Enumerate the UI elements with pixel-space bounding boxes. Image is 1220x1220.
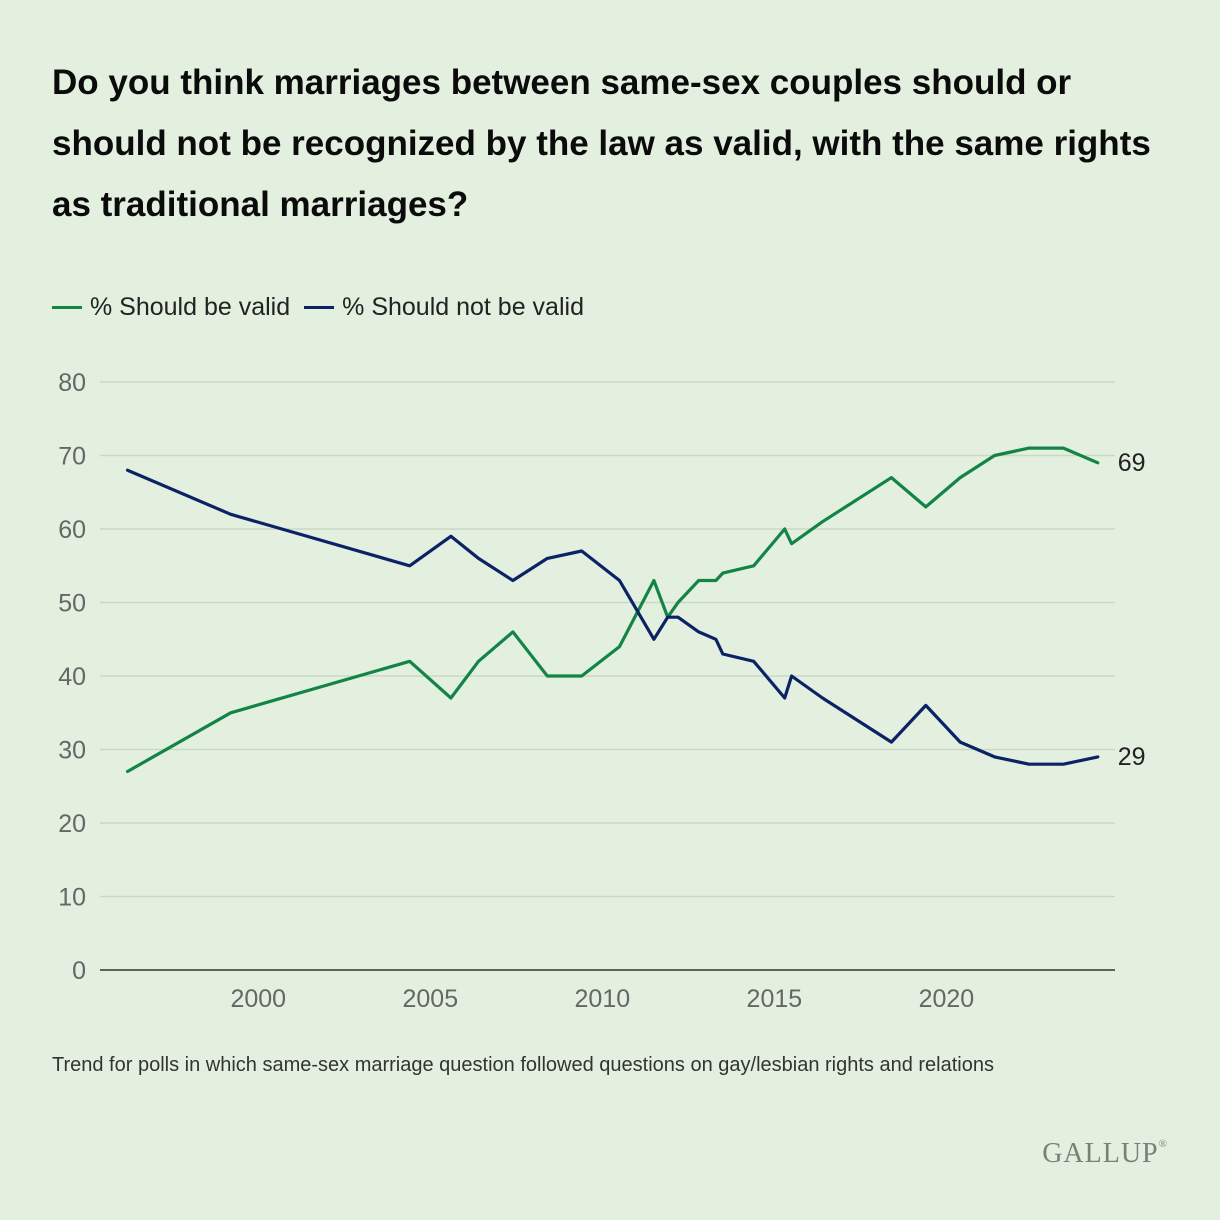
x-tick-label-2015: 2015 [747,985,803,1013]
y-tick-label-80: 80 [58,369,86,397]
y-tick-label-30: 30 [58,737,86,765]
legend: % Should be valid % Should not be valid [52,290,598,324]
gallup-logo: GALLUP® [1042,1138,1168,1170]
x-tick-label-2020: 2020 [919,985,975,1013]
legend-item-valid: % Should be valid [52,293,290,322]
y-tick-label-50: 50 [58,590,86,618]
logo-registered-mark: ® [1158,1138,1168,1150]
legend-swatch-valid [52,305,82,309]
end-label-should-not-be-valid: 29 [1118,743,1146,771]
logo-text: GALLUP [1042,1138,1159,1169]
x-tick-label-2005: 2005 [402,985,458,1013]
series-line-should-be-valid [125,446,1100,774]
y-tick-label-20: 20 [58,810,86,838]
legend-label-valid: % Should be valid [90,292,291,321]
chart-title: Do you think marriages between same-sex … [52,63,1151,224]
legend-item-not-valid: % Should not be valid [304,293,584,322]
y-tick-label-70: 70 [58,443,86,471]
end-label-should-be-valid: 69 [1118,449,1146,477]
line-chart: 0 10 20 30 40 50 60 70 80 2000 2005 2010 2015 2020 69 2… [58,369,1146,1013]
y-tick-label-0: 0 [72,957,86,985]
y-tick-label-10: 10 [58,884,86,912]
legend-label-not-valid: % Should not be valid [342,292,584,321]
x-tick-label-2000: 2000 [230,985,286,1013]
y-tick-label-40: 40 [58,663,86,691]
footnote: Trend for polls in which same-sex marria… [52,1054,994,1076]
x-tick-label-2010: 2010 [575,985,631,1013]
series-line-should-not-be-valid [125,468,1100,766]
legend-swatch-not-valid [304,305,335,309]
y-tick-label-60: 60 [58,516,86,544]
